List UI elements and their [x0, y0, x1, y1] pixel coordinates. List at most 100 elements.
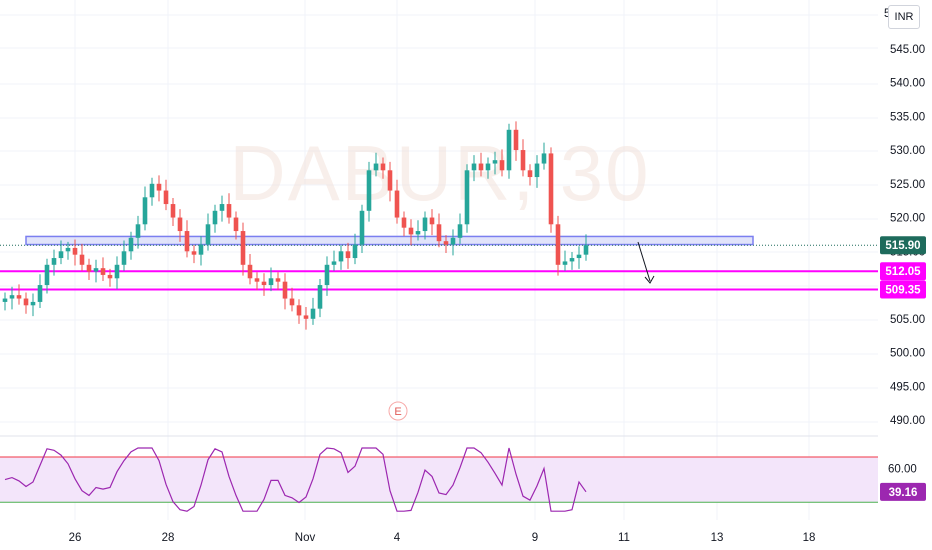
rsi-band — [0, 457, 878, 503]
price-tick-label: 505.00 — [890, 314, 925, 326]
candle-body — [485, 163, 491, 171]
candle-body — [114, 264, 120, 279]
price-axis-partial-label: 5 — [884, 8, 890, 20]
candle-body — [93, 268, 99, 272]
candle-body — [436, 224, 442, 242]
price-tag-label: 509.35 — [885, 284, 921, 296]
projection-arrow-line — [637, 241, 651, 282]
candle-body — [506, 129, 512, 171]
candle-body — [135, 224, 141, 238]
time-tick-label: 9 — [532, 532, 538, 544]
candle-body — [429, 217, 435, 225]
earnings-marker-label: E — [394, 406, 401, 418]
candle-body — [548, 153, 554, 225]
candle-body — [30, 301, 36, 306]
candle-body — [324, 264, 330, 286]
candle-body — [205, 224, 211, 245]
candle-body — [408, 227, 414, 235]
candle-body — [338, 251, 344, 262]
candle-body — [177, 217, 183, 232]
candle-body — [261, 281, 267, 286]
rsi-value-tag — [880, 482, 926, 501]
price-tick-label: 540.00 — [890, 78, 925, 90]
candle-body — [394, 190, 400, 218]
earnings-marker-icon — [388, 401, 408, 421]
candle-body — [107, 274, 113, 279]
price-tick-label: 520.00 — [890, 213, 925, 225]
watermark: DABUR, 30 — [229, 129, 650, 217]
candle-body — [541, 153, 547, 164]
candle-body — [310, 308, 316, 319]
price-tick-label: 495.00 — [890, 381, 925, 393]
candle-body — [191, 251, 197, 255]
candle-body — [289, 298, 295, 306]
candle-body — [156, 183, 162, 191]
candle-body — [142, 197, 148, 225]
time-tick-label: 4 — [394, 532, 401, 544]
candle-body — [373, 163, 379, 171]
candle-body — [562, 261, 568, 265]
time-tick-label: 28 — [162, 532, 175, 544]
candle-body — [254, 278, 260, 282]
candle-body — [65, 247, 71, 252]
candle-body — [247, 264, 253, 279]
rsi-value-label: 39.16 — [889, 487, 918, 499]
resistance-zone — [25, 235, 754, 246]
candle-body — [443, 241, 449, 245]
price-tag — [880, 236, 926, 255]
candle-body — [513, 129, 519, 151]
time-tick-label: Nov — [295, 532, 316, 544]
time-tick-label: 26 — [69, 532, 82, 544]
candle-body — [86, 264, 92, 272]
price-tick-label: 525.00 — [890, 179, 925, 191]
price-tick-label: 500.00 — [890, 348, 925, 360]
currency-button[interactable]: INR — [888, 5, 920, 29]
candle-body — [366, 170, 372, 211]
candle-body — [352, 244, 358, 259]
price-tag — [880, 280, 926, 299]
price-tick-label: 530.00 — [890, 145, 925, 157]
candle-body — [345, 251, 351, 259]
price-tick-label: 490.00 — [890, 415, 925, 427]
candle-body — [163, 190, 169, 205]
candle-body — [100, 268, 106, 275]
price-tick-label: 535.00 — [890, 111, 925, 123]
candle-body — [583, 245, 589, 255]
price-tag-label: 512.05 — [885, 266, 921, 278]
candles — [2, 121, 589, 330]
candle-body — [226, 204, 232, 218]
time-tick-label: 11 — [618, 532, 630, 544]
grid — [0, 0, 878, 520]
candle-body — [23, 298, 29, 306]
candle-body — [331, 261, 337, 265]
candle-body — [212, 210, 218, 225]
candle-body — [457, 224, 463, 238]
candle-body — [268, 278, 274, 286]
time-tick-label: 18 — [803, 532, 816, 544]
candle-body — [576, 254, 582, 259]
time-tick-label: 13 — [711, 532, 724, 544]
candle-body — [16, 295, 22, 299]
candle-body — [534, 163, 540, 178]
candle-body — [303, 315, 309, 319]
candle-body — [240, 231, 246, 265]
candle-body — [184, 231, 190, 252]
candle-body — [387, 170, 393, 191]
candle-body — [296, 305, 302, 316]
candle-body — [450, 237, 456, 245]
candle-body — [282, 281, 288, 299]
candle-body — [170, 204, 176, 218]
candle-body — [499, 160, 505, 171]
candle-body — [422, 217, 428, 232]
candle-body — [51, 258, 57, 265]
candle-body — [233, 217, 239, 232]
candle-body — [401, 217, 407, 228]
price-tick-label: 545.00 — [890, 44, 925, 56]
candle-body — [58, 251, 64, 259]
candle-body — [72, 247, 78, 255]
candle-body — [198, 244, 204, 255]
candle-body — [471, 163, 477, 171]
candle-body — [37, 285, 43, 302]
candle-body — [2, 298, 8, 302]
